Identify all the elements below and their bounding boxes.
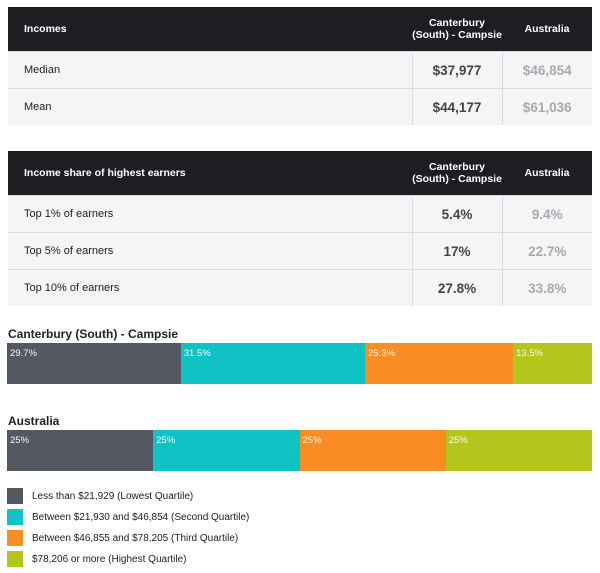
highest-quartile-segment: 25% xyxy=(445,430,592,471)
table-row: Top 5% of earners 17% 22.7% xyxy=(8,232,592,270)
incomes-table: Incomes Canterbury (South) - Campsie Aus… xyxy=(8,7,592,125)
segment-data-label: 29.7% xyxy=(10,348,37,359)
row-label: Top 10% of earners xyxy=(8,269,412,306)
legend-label: Between $46,855 and $78,205 (Third Quart… xyxy=(32,533,239,544)
segment-data-label: 25% xyxy=(156,435,176,446)
share-header-region: Canterbury (South) - Campsie xyxy=(412,151,502,196)
segment-data-label: 13.5% xyxy=(516,348,543,359)
table-row: Mean $44,177 $61,036 xyxy=(8,88,592,125)
lowest-quartile-segment: 29.7% xyxy=(7,343,181,384)
row-label: Median xyxy=(8,51,412,89)
legend-label: $78,206 or more (Highest Quartile) xyxy=(32,554,187,565)
legend-swatch xyxy=(7,530,23,546)
row-label: Mean xyxy=(8,88,412,125)
region-value: 17% xyxy=(411,232,502,270)
third-quartile-segment: 25.3% xyxy=(365,343,513,384)
share-header-australia: Australia xyxy=(502,151,592,196)
stacked-bar-region: 29.7% 31.5% 25.3% 13.5% xyxy=(7,343,592,384)
australia-value: $46,854 xyxy=(501,51,592,89)
region-value: 27.8% xyxy=(411,269,502,306)
segment-data-label: 25.3% xyxy=(368,348,395,359)
second-quartile-segment: 31.5% xyxy=(180,343,365,384)
second-quartile-segment: 25% xyxy=(153,430,300,471)
chart-title-region: Canterbury (South) - Campsie xyxy=(8,327,179,341)
row-label: Top 5% of earners xyxy=(8,232,412,270)
legend-label: Less than $21,929 (Lowest Quartile) xyxy=(32,491,194,502)
segment-data-label: 25% xyxy=(10,435,30,446)
incomes-header-region: Canterbury (South) - Campsie xyxy=(412,7,502,52)
table-row: Top 10% of earners 27.8% 33.8% xyxy=(8,269,592,306)
chart-title-australia: Australia xyxy=(8,414,60,428)
segment-data-label: 25% xyxy=(302,435,322,446)
region-value: $44,177 xyxy=(411,88,502,125)
australia-value: 22.7% xyxy=(501,232,592,270)
legend-label: Between $21,930 and $46,854 (Second Quar… xyxy=(32,512,250,523)
legend-swatch xyxy=(7,488,23,504)
lowest-quartile-segment: 25% xyxy=(7,430,154,471)
third-quartile-segment: 25% xyxy=(299,430,446,471)
segment-data-label: 31.5% xyxy=(183,348,211,359)
incomes-header-australia: Australia xyxy=(502,7,592,52)
australia-value: $61,036 xyxy=(501,88,592,125)
share-header-label: Income share of highest earners xyxy=(8,151,412,196)
stacked-bar-australia: 25% 25% 25% 25% xyxy=(7,430,592,471)
income-share-table: Income share of highest earners Canterbu… xyxy=(8,151,592,306)
highest-quartile-segment: 13.5% xyxy=(513,343,592,384)
table-row: Top 1% of earners 5.4% 9.4% xyxy=(8,195,592,233)
share-header-row: Income share of highest earners Canterbu… xyxy=(8,151,592,196)
region-value: $37,977 xyxy=(411,51,502,89)
region-value: 5.4% xyxy=(411,195,502,233)
incomes-header-label: Incomes xyxy=(8,7,412,52)
legend-swatch xyxy=(7,551,23,567)
row-label: Top 1% of earners xyxy=(8,195,412,233)
australia-value: 9.4% xyxy=(501,195,592,233)
legend-swatch xyxy=(7,509,23,525)
australia-value: 33.8% xyxy=(501,269,592,306)
segment-data-label: 25% xyxy=(448,435,468,446)
incomes-header-row: Incomes Canterbury (South) - Campsie Aus… xyxy=(8,7,592,52)
table-row: Median $37,977 $46,854 xyxy=(8,51,592,89)
